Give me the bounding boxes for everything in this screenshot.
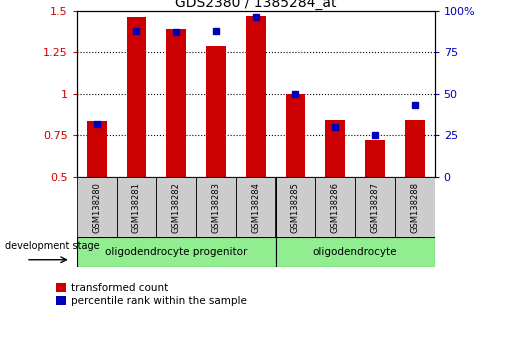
Text: GSM138283: GSM138283 <box>211 182 220 233</box>
Text: oligodendrocyte progenitor: oligodendrocyte progenitor <box>105 247 248 257</box>
Text: GSM138282: GSM138282 <box>172 182 181 233</box>
Legend: transformed count, percentile rank within the sample: transformed count, percentile rank withi… <box>56 283 247 306</box>
Bar <box>87 121 107 177</box>
Text: oligodendrocyte: oligodendrocyte <box>313 247 398 257</box>
Bar <box>127 17 146 177</box>
Text: GSM138285: GSM138285 <box>291 182 300 233</box>
Bar <box>395 177 435 237</box>
Bar <box>246 16 266 177</box>
Bar <box>276 237 435 267</box>
Text: GSM138280: GSM138280 <box>92 182 101 233</box>
Bar <box>286 94 305 177</box>
Bar <box>156 177 196 237</box>
Text: GSM138281: GSM138281 <box>132 182 141 233</box>
Bar <box>196 177 236 237</box>
Bar <box>315 177 355 237</box>
Bar <box>77 177 117 237</box>
Bar <box>405 120 425 177</box>
Bar <box>117 177 156 237</box>
Text: GSM138286: GSM138286 <box>331 182 340 233</box>
Bar <box>276 177 315 237</box>
Text: development stage: development stage <box>5 241 100 251</box>
Bar <box>77 237 276 267</box>
Text: GSM138288: GSM138288 <box>410 182 419 233</box>
Bar <box>166 29 186 177</box>
Bar <box>365 141 385 177</box>
Title: GDS2380 / 1385284_at: GDS2380 / 1385284_at <box>175 0 337 10</box>
Bar <box>206 46 226 177</box>
Text: GSM138284: GSM138284 <box>251 182 260 233</box>
Bar <box>355 177 395 237</box>
Bar <box>325 120 345 177</box>
Bar <box>236 177 276 237</box>
Text: GSM138287: GSM138287 <box>370 182 379 233</box>
